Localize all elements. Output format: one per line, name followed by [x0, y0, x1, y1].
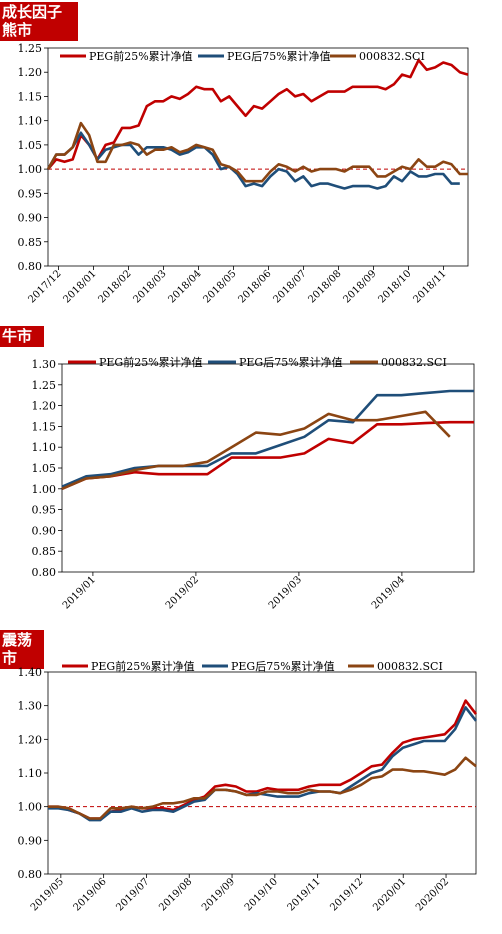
plot-area [47, 47, 469, 267]
y-tick-label: 1.15 [32, 420, 57, 433]
legend-label-2: 000832.SCI [359, 50, 425, 63]
y-tick-label: 1.20 [32, 400, 57, 413]
y-tick-label: 0.80 [18, 868, 43, 881]
y-tick-label: 1.20 [18, 733, 43, 746]
x-tick-label: 2019/05 [29, 876, 66, 913]
series-line-2 [48, 756, 477, 820]
x-tick-label: 2019/03 [267, 574, 304, 611]
y-tick-label: 0.85 [18, 236, 43, 249]
x-tick-label: 2019/09 [200, 876, 237, 913]
y-tick-label: 1.05 [18, 139, 43, 152]
legend-label-2: 000832.SCI [381, 356, 447, 369]
series-line-1 [61, 389, 474, 488]
x-tick-label: 2018/11 [411, 268, 448, 305]
legend-label-0: PEG前25%累计净值 [99, 355, 203, 369]
y-tick-label: 1.00 [32, 483, 57, 496]
x-tick-label: 2019/07 [114, 876, 151, 913]
x-tick-label: 2020/01 [371, 876, 408, 913]
chart-bear-market: 0.80 0.85 0.90 0.95 1.00 1.05 1.10 1.15 1.20 1.25… [18, 42, 469, 305]
y-tick-label: 1.25 [18, 42, 43, 55]
y-tick-label: 1.25 [32, 379, 57, 392]
x-tick-label: 2019/04 [370, 574, 407, 611]
y-tick-label: 1.10 [32, 441, 57, 454]
legend-label-1: PEG后75%累计净值 [239, 355, 343, 369]
legend-label-0: PEG前25%累计净值 [91, 659, 195, 673]
x-tick-label: 2019/12 [328, 876, 365, 913]
x-tick-label: 2018/05 [201, 268, 238, 305]
y-tick-label: 0.90 [32, 524, 57, 537]
y-tick-label: 1.40 [18, 666, 43, 679]
x-tick-label: 2018/06 [236, 268, 273, 305]
x-tick-label: 2018/10 [376, 268, 413, 305]
x-tick-label: 2019/11 [286, 876, 323, 913]
series-line-0 [47, 58, 469, 170]
y-tick-label: 1.10 [18, 767, 43, 780]
y-tick-label: 1.30 [32, 358, 57, 371]
y-tick-label: 1.30 [18, 700, 43, 713]
y-tick-label: 1.00 [18, 163, 43, 176]
y-tick-label: 0.95 [32, 504, 57, 517]
section-title-bull-market: 牛市 [0, 326, 44, 347]
chart-bull-market: 0.80 0.85 0.90 0.95 1.00 1.05 1.10 1.15 1.20 1.25… [32, 355, 475, 611]
y-tick-label: 0.90 [18, 834, 43, 847]
legend-label-2: 000832.SCI [377, 660, 443, 673]
series-line-0 [48, 699, 478, 820]
x-tick-label: 2018/03 [131, 268, 168, 305]
x-tick-label: 2018/02 [96, 268, 133, 305]
y-tick-label: 0.95 [18, 187, 43, 200]
section-title-range-market: 震荡市 [0, 630, 44, 669]
series-line-1 [46, 131, 460, 190]
x-tick-label: 2019/01 [61, 574, 98, 611]
y-tick-label: 1.15 [18, 90, 43, 103]
legend-label-1: PEG后75%累计净值 [227, 49, 331, 63]
series-line-2 [46, 121, 468, 183]
series-line-0 [61, 420, 474, 490]
y-tick-label: 1.10 [18, 115, 43, 128]
x-tick-label: 2019/06 [72, 876, 109, 913]
x-tick-label: 2018/08 [306, 268, 343, 305]
y-tick-label: 1.05 [32, 462, 57, 475]
x-tick-label: 2017/12 [26, 268, 63, 305]
y-tick-label: 1.20 [18, 66, 43, 79]
x-tick-label: 2019/08 [157, 876, 194, 913]
legend-label-1: PEG后75%累计净值 [231, 659, 335, 673]
x-tick-label: 2018/04 [166, 268, 203, 305]
section-title-bear-market: 成长因子熊市 [0, 2, 78, 41]
plot-area [47, 671, 477, 875]
x-tick-label: 2018/09 [341, 268, 378, 305]
y-tick-label: 0.80 [32, 566, 57, 579]
legend-label-0: PEG前25%累计净值 [89, 49, 193, 63]
series-line-2 [61, 410, 451, 490]
y-tick-label: 0.90 [18, 212, 43, 225]
y-tick-label: 1.00 [18, 801, 43, 814]
x-tick-label: 2018/01 [61, 268, 98, 305]
x-tick-label: 2018/07 [271, 268, 308, 305]
series-line-1 [48, 706, 478, 822]
y-tick-label: 0.85 [32, 545, 57, 558]
x-tick-label: 2020/02 [414, 876, 451, 913]
x-tick-label: 2019/10 [243, 876, 280, 913]
x-tick-label: 2019/02 [164, 574, 201, 611]
y-tick-label: 0.80 [18, 260, 43, 273]
